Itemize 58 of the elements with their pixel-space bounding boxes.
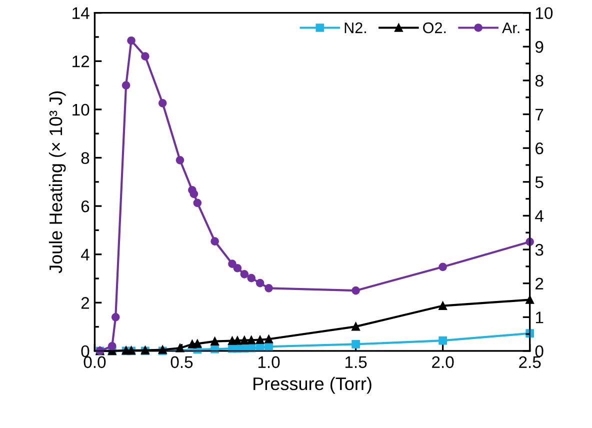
- point: [193, 198, 202, 208]
- point: [176, 156, 184, 164]
- point: [264, 284, 273, 292]
- y2-tick-label: 8: [535, 74, 544, 87]
- point: [141, 52, 150, 60]
- y-tick-label: 8: [81, 152, 90, 164]
- y-tick-label: 6: [81, 200, 90, 212]
- y2-tick-label: 0: [535, 345, 544, 358]
- point: [158, 99, 167, 108]
- y2-tick-label: 2: [536, 278, 544, 290]
- legend-label: O2.: [423, 22, 446, 34]
- y2-tick-label: 1: [536, 312, 544, 324]
- point: [352, 322, 360, 331]
- point: [352, 340, 360, 348]
- x-tick-label: 1.5: [345, 356, 367, 368]
- y-tick-label: 12: [72, 56, 90, 68]
- x-tick-label: 2.5: [519, 356, 541, 368]
- x-tick-label: 0.0: [84, 356, 106, 368]
- point: [122, 81, 130, 90]
- y2-tick-label: 5: [535, 176, 544, 188]
- point: [240, 336, 249, 344]
- x-tick-label: 1.0: [258, 356, 280, 368]
- y-tick-label: 4: [80, 248, 90, 260]
- y-tick-label: 10: [72, 104, 90, 116]
- point: [438, 302, 447, 310]
- point: [438, 262, 447, 272]
- y-tick-label: 14: [72, 7, 90, 19]
- point: [352, 286, 360, 295]
- y-axis-title: Joule Heating (× 10³ J): [48, 91, 66, 274]
- point: [233, 264, 242, 272]
- point: [256, 336, 264, 344]
- point: [190, 190, 198, 198]
- x-tick-label: 0.5: [170, 356, 193, 368]
- x-tick-label: 2.0: [432, 356, 454, 368]
- point: [256, 278, 264, 288]
- y2-tick-label: 7: [536, 108, 544, 120]
- y2-tick-label: 6: [536, 142, 544, 154]
- point: [127, 36, 136, 45]
- point: [111, 312, 120, 322]
- point: [264, 334, 273, 344]
- legend-label: Ar.: [502, 22, 520, 34]
- point: [228, 260, 236, 268]
- point: [108, 342, 116, 350]
- point: [247, 336, 256, 344]
- point: [240, 270, 249, 278]
- y-tick-label: 2: [81, 297, 90, 309]
- y2-tick-label: 4: [535, 210, 544, 222]
- legend-label: N2.: [344, 22, 366, 34]
- y2-tick-label: 10: [536, 7, 553, 20]
- point: [264, 342, 273, 351]
- point: [210, 337, 219, 346]
- y2-tick-label: 3: [535, 244, 544, 256]
- y-tick-label: 0: [81, 345, 90, 358]
- point: [247, 274, 256, 282]
- y2-tick-label: 9: [535, 41, 544, 53]
- x-axis-title: Pressure (Torr): [254, 376, 372, 394]
- point: [210, 237, 219, 246]
- point: [438, 336, 447, 345]
